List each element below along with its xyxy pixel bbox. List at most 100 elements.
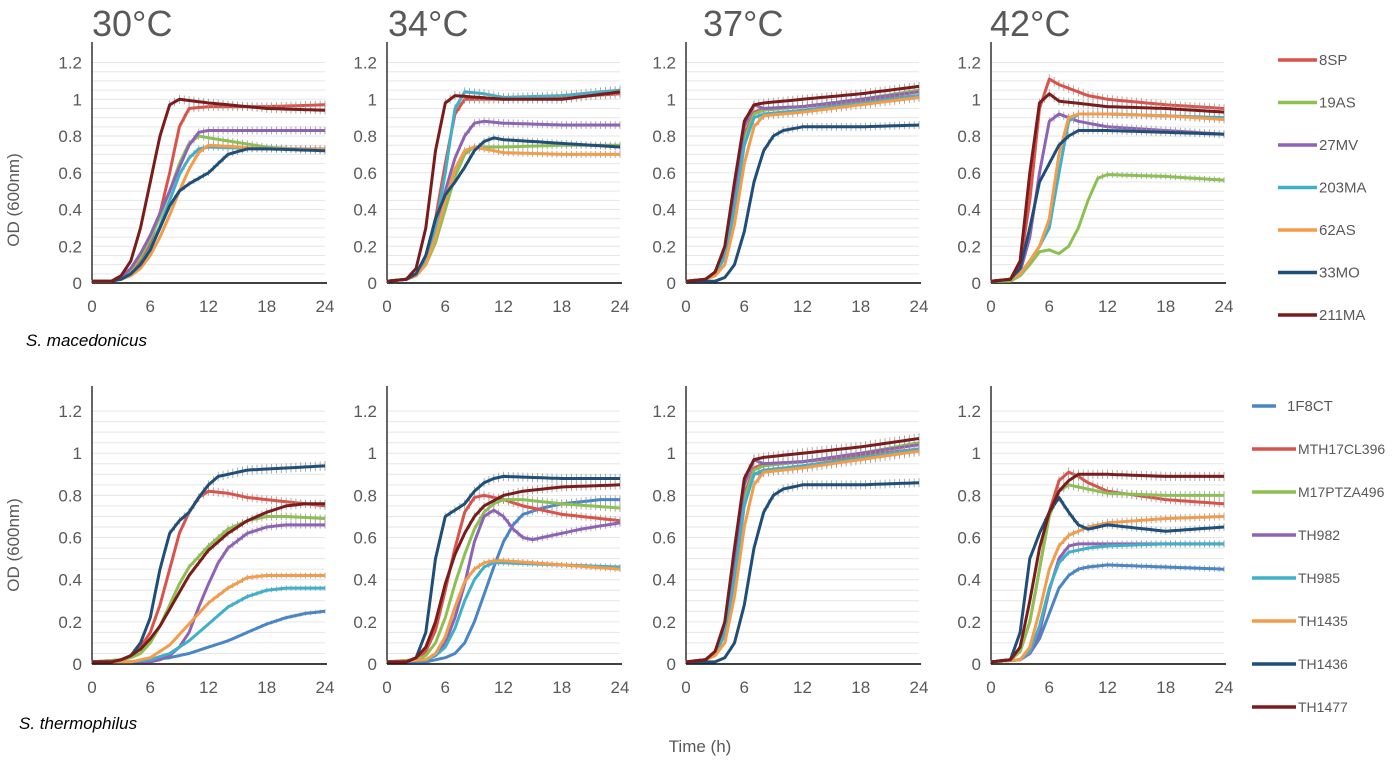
y-tick-label: 0: [73, 274, 82, 293]
x-tick-label: 0: [986, 678, 995, 697]
legend-top: 8SP 19AS 27MV 203MA 62AS 33MO 211MA: [1278, 52, 1367, 324]
series-th1436: [685, 478, 920, 664]
legend-item: 1F8CT: [1252, 398, 1333, 415]
y-tick-label: 0.6: [58, 164, 82, 183]
y-tick-label: 0.4: [353, 571, 377, 590]
y-tick-label: 1.2: [58, 54, 82, 73]
x-tick-label: 24: [611, 678, 630, 697]
series-62as: [990, 109, 1225, 283]
x-tick-label: 18: [851, 297, 870, 316]
y-tick-label: 1: [73, 90, 82, 109]
y-tick-label: 0: [368, 274, 377, 293]
legend-label: 211MA: [1319, 307, 1365, 324]
legend-item: TH1435: [1252, 613, 1348, 629]
series-line: [92, 145, 325, 283]
series-211ma: [386, 87, 621, 283]
y-tick-label: 1: [73, 444, 82, 463]
panels-layer: 0 0.2 0.4 0.6 0.8 1 1.2 0 6 12 18 24 0 0.2 0.4 0.6 0.8 1 1…: [58, 42, 1233, 697]
series-line: [92, 129, 325, 283]
x-tick-label: 12: [793, 678, 812, 697]
temp-label-37: 37°C: [703, 3, 783, 44]
y-tick-label: 0.2: [353, 237, 377, 256]
chart-panel: 0 0.2 0.4 0.6 0.8 1 1.2 0 6 12 18 24: [58, 386, 334, 697]
chart-panel: 0 0.2 0.4 0.6 0.8 1 1.2 0 6 12 18 24: [353, 42, 629, 316]
x-tick-label: 24: [910, 297, 929, 316]
series-th1477: [990, 469, 1225, 664]
x-tick-label: 0: [681, 678, 690, 697]
y-tick-label: 0.4: [353, 201, 377, 220]
y-tick-label: 1.2: [353, 402, 377, 421]
y-tick-label: 0.2: [957, 613, 981, 632]
y-tick-label: 0.2: [652, 237, 676, 256]
series-line: [92, 609, 326, 664]
series-line: [990, 496, 1225, 664]
series-line: [92, 147, 326, 283]
y-tick-label: 0: [73, 655, 82, 674]
legend-label: 203MA: [1319, 180, 1367, 197]
series-line: [386, 136, 621, 283]
series-line: [387, 474, 620, 664]
x-tick-label: 6: [1045, 678, 1054, 697]
temp-label-30: 30°C: [92, 3, 172, 44]
y-tick-label: 0.4: [652, 571, 676, 590]
legend-label: TH985: [1298, 570, 1340, 586]
legend-label: 1F8CT: [1287, 398, 1333, 415]
y-tick-label: 1: [972, 444, 981, 463]
y-tick-label: 0: [667, 274, 676, 293]
chart-panel: 0 0.2 0.4 0.6 0.8 1 1.2 0 6 12 18 24: [957, 42, 1233, 316]
x-tick-label: 6: [146, 678, 155, 697]
series-line: [990, 112, 1225, 283]
legend-label: 8SP: [1319, 52, 1347, 69]
legend-item: M17PTZA496: [1252, 484, 1385, 500]
y-tick-label: 1.2: [957, 402, 981, 421]
y-tick-label: 1.2: [652, 402, 676, 421]
x-tick-label: 24: [611, 297, 630, 316]
legend-label: MTH17CL396: [1298, 441, 1385, 457]
series-line: [92, 97, 326, 283]
legend-label: 27MV: [1319, 137, 1358, 154]
x-tick-label: 6: [1045, 297, 1054, 316]
series-line: [685, 449, 920, 664]
y-tick-label: 0.6: [652, 164, 676, 183]
legend-item: 27MV: [1278, 137, 1358, 154]
x-tick-label: 12: [1098, 678, 1117, 697]
x-tick-label: 24: [316, 297, 335, 316]
y-tick-label: 0.6: [353, 529, 377, 548]
series-m17ptza496: [990, 480, 1225, 664]
series-211ma: [685, 81, 920, 283]
gridlines: [387, 410, 620, 654]
series-203ma: [91, 143, 326, 283]
y-axis-label-top: OD (600nm): [4, 153, 23, 247]
legend-item: MTH17CL396: [1252, 441, 1385, 457]
x-tick-label: 0: [681, 297, 690, 316]
legend-bottom: 1F8CT MTH17CL396 M17PTZA496 TH982 TH985 TH143…: [1252, 398, 1385, 715]
y-tick-label: 1: [667, 444, 676, 463]
legend-label: TH982: [1298, 527, 1340, 543]
legend-label: 62AS: [1319, 222, 1356, 239]
y-tick-label: 0: [368, 655, 377, 674]
x-tick-label: 18: [257, 678, 276, 697]
x-tick-label: 12: [199, 678, 218, 697]
y-tick-label: 0.4: [957, 201, 981, 220]
series-62as: [91, 141, 326, 283]
legend-item: 211MA: [1278, 307, 1365, 324]
series-line: [990, 542, 1224, 664]
x-axis-label: Time (h): [669, 737, 732, 756]
y-tick-label: 0.8: [652, 486, 676, 505]
y-tick-label: 0.8: [353, 486, 377, 505]
series-th982: [91, 521, 326, 664]
y-tick-label: 0.2: [652, 613, 676, 632]
series-27mv: [91, 126, 326, 283]
y-tick-label: 0.4: [58, 571, 82, 590]
chart-panel: 0 0.2 0.4 0.6 0.8 1 1.2 0 6 12 18 24: [353, 386, 629, 697]
series-line: [387, 498, 620, 664]
x-tick-label: 6: [740, 678, 749, 697]
series-line: [92, 502, 325, 664]
x-tick-label: 12: [494, 297, 513, 316]
x-tick-label: 24: [316, 678, 335, 697]
legend-label: 33MO: [1319, 265, 1360, 282]
series-line: [991, 173, 1225, 283]
series-line: [386, 498, 621, 664]
series-line: [387, 483, 621, 664]
